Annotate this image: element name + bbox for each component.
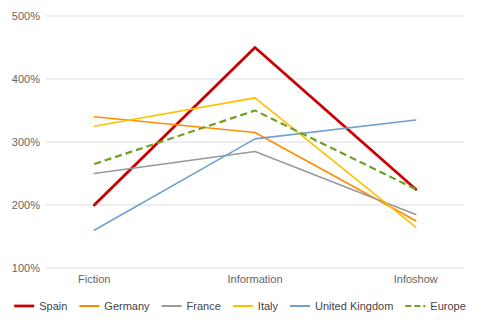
legend-label: Europe xyxy=(430,300,465,312)
y-tick-label: 400% xyxy=(12,73,40,85)
chart: 100% 200% 300% 400% 500% Fiction Information In… xyxy=(0,0,480,320)
legend-item: Italy xyxy=(233,300,279,312)
legend-swatch xyxy=(405,305,425,307)
y-tick-label: 200% xyxy=(12,199,40,211)
grid-line xyxy=(46,205,464,206)
y-axis: 100% 200% 300% 400% 500% xyxy=(12,10,40,274)
y-tick-label: 300% xyxy=(12,136,40,148)
x-axis: Fiction Information Infoshow xyxy=(78,273,438,285)
legend-item: France xyxy=(162,300,221,312)
y-tick-label: 100% xyxy=(12,262,40,274)
grid-line xyxy=(46,142,464,143)
legend-label: Italy xyxy=(258,300,279,312)
series-line xyxy=(94,120,416,230)
series-line xyxy=(94,98,416,227)
legend-item: Europe xyxy=(405,300,465,312)
legend-swatch xyxy=(162,305,182,307)
grid-line xyxy=(46,16,464,17)
legend-swatch xyxy=(290,305,310,307)
grid-line xyxy=(46,79,464,80)
legend-item: Germany xyxy=(79,300,150,312)
legend-item: Spain xyxy=(14,300,67,312)
legend-label: Spain xyxy=(39,300,67,312)
legend-label: France xyxy=(187,300,221,312)
legend-label: United Kingdom xyxy=(315,300,393,312)
series-line xyxy=(94,151,416,214)
x-tick-label: Fiction xyxy=(78,273,110,285)
x-tick-label: Information xyxy=(227,273,282,285)
legend-item: United Kingdom xyxy=(290,300,393,312)
legend-label: Germany xyxy=(104,300,150,312)
x-tick-label: Infoshow xyxy=(394,273,438,285)
series-line xyxy=(94,117,416,221)
series-line xyxy=(94,111,416,190)
legend: Spain Germany France Italy United Kingdom Eur… xyxy=(14,300,466,312)
grid-line xyxy=(46,268,464,269)
legend-swatch xyxy=(14,305,34,308)
legend-swatch xyxy=(233,305,253,307)
y-grid xyxy=(46,16,464,268)
y-tick-label: 500% xyxy=(12,10,40,22)
legend-swatch xyxy=(79,305,99,307)
series-lines xyxy=(94,48,416,231)
